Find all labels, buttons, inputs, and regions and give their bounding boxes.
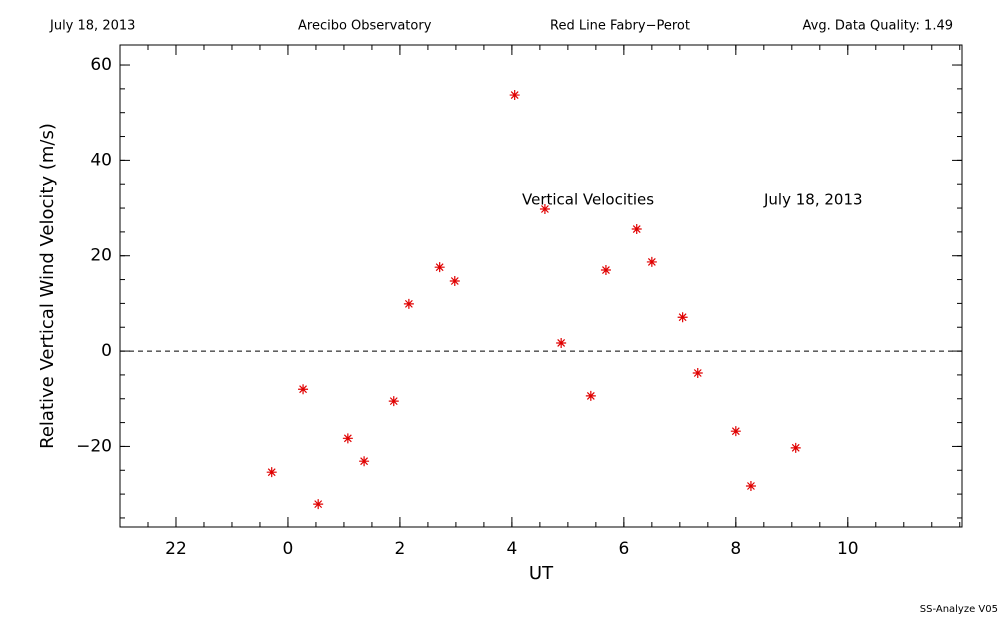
x-tick-label: 22: [165, 539, 187, 559]
data-point: [509, 90, 520, 101]
header-site: Arecibo Observatory: [298, 19, 432, 34]
data-point: [677, 312, 688, 323]
data-point: [359, 456, 370, 467]
data-point: [298, 384, 309, 395]
data-point: [600, 265, 611, 276]
y-axis-label: Relative Vertical Wind Velocity (m/s): [37, 123, 58, 449]
data-point: [692, 368, 703, 379]
data-point: [745, 480, 756, 491]
y-tick-label: 0: [101, 341, 112, 361]
x-tick-label: 6: [618, 539, 629, 559]
data-point: [388, 396, 399, 407]
data-point: [313, 499, 324, 510]
annotation: July 18, 2013: [763, 191, 863, 209]
y-tick-label: 60: [90, 55, 112, 75]
y-tick-label: 40: [90, 150, 112, 170]
y-tick-label: 20: [90, 246, 112, 266]
data-point: [449, 275, 460, 286]
data-point: [730, 426, 741, 437]
data-point: [342, 433, 353, 444]
y-tick-label: −20: [76, 436, 112, 456]
x-tick-label: 8: [730, 539, 741, 559]
data-point: [539, 204, 550, 215]
x-tick-label: 0: [283, 539, 294, 559]
plot-frame: [119, 44, 963, 528]
x-axis-label: UT: [529, 563, 554, 584]
data-point: [585, 390, 596, 401]
data-point: [790, 442, 801, 453]
data-point: [266, 467, 277, 478]
data-point: [403, 298, 414, 309]
footer: SS-Analyze V05: [920, 604, 998, 615]
x-tick-label: 4: [506, 539, 517, 559]
header-instrument: Red Line Fabry−Perot: [550, 19, 690, 34]
annotation: Vertical Velocities: [522, 191, 654, 209]
header-quality: Avg. Data Quality: 1.49: [803, 19, 953, 34]
x-tick-label: 10: [837, 539, 859, 559]
x-tick-label: 2: [395, 539, 406, 559]
data-point: [556, 337, 567, 348]
data-point: [646, 256, 657, 267]
data-point: [631, 224, 642, 235]
data-point: [434, 262, 445, 273]
header-date: July 18, 2013: [49, 19, 135, 34]
